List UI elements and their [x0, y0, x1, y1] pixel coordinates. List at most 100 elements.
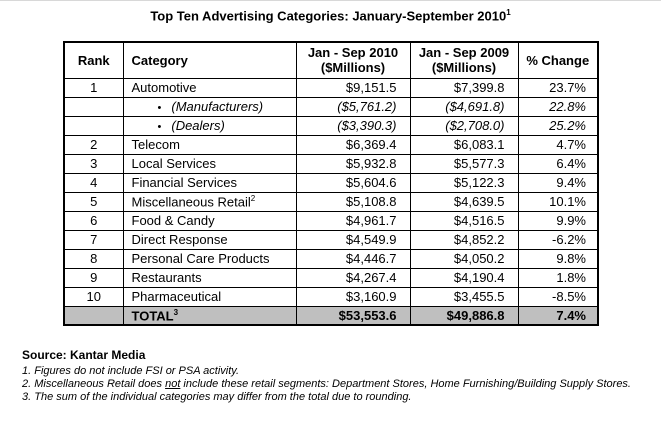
table-row-direct-response: 7 Direct Response $4,549.9 $4,852.2 -6.2…: [63, 229, 599, 250]
footnote-marker: 2: [250, 193, 256, 203]
category-label: Automotive: [131, 80, 197, 95]
category-cell: Automotive: [122, 77, 297, 98]
category-cell: Personal Care Products: [122, 248, 297, 269]
total-2010-cell: $53,553.6: [295, 305, 411, 326]
category-label: Food & Candy: [131, 213, 215, 228]
category-label: (Dealers): [171, 118, 225, 133]
page-title: Top Ten Advertising Categories: January-…: [0, 8, 661, 23]
value-2009-cell: $4,190.4: [409, 267, 519, 288]
category-label: (Manufacturers): [171, 99, 264, 114]
rank-cell: [63, 305, 124, 326]
table-row-total: TOTAL3 $53,553.6 $49,886.8 7.4%: [63, 305, 599, 326]
category-cell: Local Services: [122, 153, 297, 174]
value-2009-cell: $7,399.8: [409, 77, 519, 98]
value-2009-cell: $5,577.3: [409, 153, 519, 174]
source-line: Source: Kantar Media: [22, 348, 146, 362]
category-cell: Pharmaceutical: [122, 286, 297, 307]
rank-cell: 9: [63, 267, 124, 288]
header-2010: Jan - Sep 2010 ($Millions): [295, 41, 411, 79]
total-label-cell: TOTAL3: [122, 305, 297, 326]
header-2010-line2: ($Millions): [320, 60, 386, 76]
rank-cell: 4: [63, 172, 124, 193]
value-2009-cell: $4,852.2: [409, 229, 519, 250]
value-2010-cell: $4,267.4: [295, 267, 411, 288]
category-cell: Restaurants: [122, 267, 297, 288]
value-2010-cell: $4,549.9: [295, 229, 411, 250]
value-2010-cell: $5,604.6: [295, 172, 411, 193]
bullet-icon: •: [157, 121, 162, 133]
ad-categories-table: Rank Category Jan - Sep 2010 ($Millions) …: [63, 41, 599, 326]
category-cell: Direct Response: [122, 229, 297, 250]
total-2009-cell: $49,886.8: [409, 305, 519, 326]
footnote-2-post: include these retail segments: Departmen…: [180, 378, 631, 390]
rank-cell: 8: [63, 248, 124, 269]
value-2010-cell: ($5,761.2): [295, 96, 411, 117]
category-cell: Telecom: [122, 134, 297, 155]
change-cell: 9.8%: [517, 248, 599, 269]
category-label: Local Services: [131, 156, 217, 171]
value-2009-cell: $6,083.1: [409, 134, 519, 155]
category-label: Financial Services: [131, 175, 238, 190]
total-change-cell: 7.4%: [517, 305, 599, 326]
value-2009-cell: $4,516.5: [409, 210, 519, 231]
value-2009-cell: $4,639.5: [409, 191, 519, 212]
footnote-1: 1. Figures do not include FSI or PSA act…: [22, 365, 240, 377]
rank-cell: 3: [63, 153, 124, 174]
footnotes-section: Source: Kantar Media 1. Figures do not i…: [22, 348, 652, 404]
category-label: Personal Care Products: [131, 251, 270, 266]
rank-cell: [63, 115, 124, 136]
table-row-pharmaceutical: 10 Pharmaceutical $3,160.9 $3,455.5 -8.5…: [63, 286, 599, 307]
header-2009: Jan - Sep 2009 ($Millions): [409, 41, 519, 79]
value-2010-cell: $4,961.7: [295, 210, 411, 231]
change-cell: 9.4%: [517, 172, 599, 193]
value-2010-cell: $9,151.5: [295, 77, 411, 98]
value-2010-cell: $5,108.8: [295, 191, 411, 212]
category-cell: Miscellaneous Retail2: [122, 191, 297, 212]
rank-cell: [63, 96, 124, 117]
change-cell: 4.7%: [517, 134, 599, 155]
header-2009-line2: ($Millions): [431, 60, 497, 76]
table-row-miscellaneous-retail: 5 Miscellaneous Retail2 $5,108.8 $4,639.…: [63, 191, 599, 212]
category-label: Direct Response: [131, 232, 228, 247]
category-label: Telecom: [131, 137, 180, 152]
header-row: Rank Category Jan - Sep 2010 ($Millions) …: [63, 41, 599, 79]
value-2010-cell: ($3,390.3): [295, 115, 411, 136]
footnote-2: 2. Miscellaneous Retail does not include…: [22, 378, 652, 391]
table-row-financial-services: 4 Financial Services $5,604.6 $5,122.3 9…: [63, 172, 599, 193]
rank-cell: 5: [63, 191, 124, 212]
footnote-marker: 3: [173, 307, 179, 317]
table-row-telecom: 2 Telecom $6,369.4 $6,083.1 4.7%: [63, 134, 599, 155]
table-row-restaurants: 9 Restaurants $4,267.4 $4,190.4 1.8%: [63, 267, 599, 288]
footnote-3: 3. The sum of the individual categories …: [22, 391, 412, 403]
page-title-text: Top Ten Advertising Categories: January-…: [150, 8, 507, 24]
category-cell: • (Dealers): [122, 115, 297, 136]
header-rank: Rank: [63, 41, 124, 79]
value-2009-cell: ($4,691.8): [409, 96, 519, 117]
value-2010-cell: $6,369.4: [295, 134, 411, 155]
rank-cell: 6: [63, 210, 124, 231]
change-cell: 9.9%: [517, 210, 599, 231]
rank-cell: 1: [63, 77, 124, 98]
category-cell: Food & Candy: [122, 210, 297, 231]
table-row-personal-care: 8 Personal Care Products $4,446.7 $4,050…: [63, 248, 599, 269]
table-subrow-dealers: • (Dealers) ($3,390.3) ($2,708.0) 25.2%: [63, 115, 599, 136]
category-label: Restaurants: [131, 270, 202, 285]
footnote-2-pre: 2. Miscellaneous Retail does: [22, 378, 166, 390]
value-2009-cell: $3,455.5: [409, 286, 519, 307]
change-cell: 10.1%: [517, 191, 599, 212]
change-cell: -8.5%: [517, 286, 599, 307]
header-2009-line1: Jan - Sep 2009: [418, 45, 510, 61]
table-row-automotive: 1 Automotive $9,151.5 $7,399.8 23.7%: [63, 77, 599, 98]
category-label: Pharmaceutical: [131, 289, 222, 304]
change-cell: -6.2%: [517, 229, 599, 250]
value-2009-cell: $5,122.3: [409, 172, 519, 193]
value-2009-cell: $4,050.2: [409, 248, 519, 269]
category-cell: Financial Services: [122, 172, 297, 193]
table-row-local-services: 3 Local Services $5,932.8 $5,577.3 6.4%: [63, 153, 599, 174]
rank-cell: 2: [63, 134, 124, 155]
change-cell: 25.2%: [517, 115, 599, 136]
rank-cell: 7: [63, 229, 124, 250]
header-change: % Change: [517, 41, 599, 79]
value-2010-cell: $4,446.7: [295, 248, 411, 269]
